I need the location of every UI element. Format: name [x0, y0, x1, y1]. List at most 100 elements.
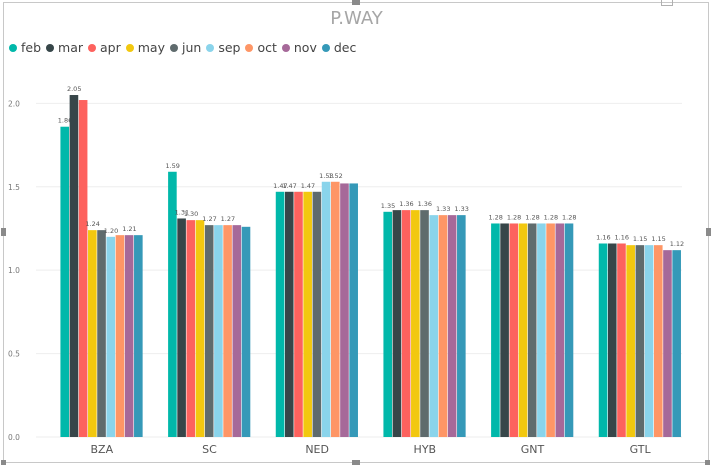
data-label-GTL-apr: 1.16: [615, 233, 629, 241]
bar-HYB-jun[interactable]: [420, 210, 429, 437]
data-label-SC-mar: 1.31: [175, 208, 189, 216]
data-label-GTL-feb: 1.16: [596, 233, 610, 241]
bar-GTL-dec[interactable]: [672, 250, 681, 437]
legend-item-oct[interactable]: oct: [245, 40, 277, 55]
bar-GTL-oct[interactable]: [653, 245, 663, 437]
resize-handle-left[interactable]: [1, 228, 6, 236]
bar-GTL-sep[interactable]: [644, 245, 654, 437]
legend-item-feb[interactable]: feb: [9, 40, 41, 55]
x-tick-label-HYB: HYB: [414, 443, 437, 456]
bar-HYB-apr[interactable]: [401, 210, 411, 437]
bar-GNT-apr[interactable]: [509, 223, 519, 437]
legend-item-nov[interactable]: nov: [281, 40, 317, 55]
resize-handle-bottom-right[interactable]: [705, 460, 710, 465]
bar-GNT-dec[interactable]: [564, 223, 574, 437]
bar-HYB-sep[interactable]: [429, 215, 439, 437]
bar-GNT-sep[interactable]: [537, 223, 546, 437]
bar-GNT-oct[interactable]: [546, 223, 555, 437]
bar-GNT-jun[interactable]: [527, 223, 537, 437]
data-label-GTL-jun: 1.15: [633, 235, 647, 243]
data-label-GNT-dec: 1.28: [562, 213, 576, 221]
data-label-BZA-feb: 1.86: [58, 117, 72, 125]
bar-BZA-dec[interactable]: [134, 235, 143, 437]
bar-HYB-dec[interactable]: [457, 215, 466, 437]
bar-BZA-sep[interactable]: [106, 236, 116, 437]
bar-GTL-feb[interactable]: [598, 243, 608, 437]
bar-BZA-feb[interactable]: [60, 126, 70, 437]
bar-GNT-nov[interactable]: [555, 223, 565, 437]
bar-BZA-nov[interactable]: [124, 235, 134, 437]
bar-SC-sep[interactable]: [214, 225, 223, 437]
chart-title: P.WAY: [330, 8, 383, 29]
data-label-BZA-may: 1.24: [85, 220, 99, 228]
legend-label-mar: mar: [58, 40, 84, 55]
data-label-NED-feb: 1.47: [273, 182, 287, 190]
data-label-SC-apr: 1.30: [184, 210, 198, 218]
bar-SC-may[interactable]: [195, 220, 205, 437]
bar-HYB-may[interactable]: [411, 210, 420, 437]
bar-GNT-feb[interactable]: [491, 223, 500, 437]
x-tick-label-NED: NED: [305, 443, 329, 456]
legend-marker-feb: [9, 43, 17, 52]
resize-handle-bottom[interactable]: [352, 460, 360, 465]
bar-NED-sep[interactable]: [321, 181, 331, 437]
bar-SC-apr[interactable]: [186, 220, 196, 437]
legend-label-oct: oct: [257, 40, 277, 55]
bar-SC-mar[interactable]: [177, 218, 186, 437]
bar-GTL-jun[interactable]: [635, 245, 645, 437]
data-label-BZA-nov: 1.21: [122, 225, 136, 233]
bar-NED-mar[interactable]: [284, 191, 294, 437]
legend-item-may[interactable]: may: [125, 40, 165, 55]
bar-SC-nov[interactable]: [232, 225, 242, 437]
bar-GTL-mar[interactable]: [607, 243, 617, 437]
y-tick-label-0: 0.0: [8, 433, 20, 442]
x-tick-label-GTL: GTL: [630, 443, 652, 456]
data-label-SC-jun: 1.27: [202, 215, 216, 223]
bar-NED-oct[interactable]: [330, 181, 340, 437]
bar-SC-oct[interactable]: [223, 225, 232, 437]
x-tick-label-GNT: GNT: [521, 443, 545, 456]
focus-mode-icon[interactable]: [661, 0, 673, 6]
bar-NED-feb[interactable]: [275, 191, 285, 437]
legend-item-dec[interactable]: dec: [321, 40, 356, 55]
bar-HYB-mar[interactable]: [392, 210, 402, 437]
legend-item-mar[interactable]: mar: [46, 40, 83, 55]
legend-item-sep[interactable]: sep: [206, 40, 240, 55]
resize-handle-bottom-left[interactable]: [1, 460, 6, 465]
legend-item-apr[interactable]: apr: [88, 40, 121, 55]
data-label-SC-feb: 1.59: [165, 162, 179, 170]
bar-SC-jun[interactable]: [204, 225, 214, 437]
bar-SC-dec[interactable]: [241, 226, 251, 437]
bar-HYB-nov[interactable]: [447, 215, 457, 437]
bar-BZA-jun[interactable]: [97, 230, 106, 437]
bar-GTL-nov[interactable]: [663, 250, 672, 437]
legend-marker-jun: [169, 43, 178, 52]
bar-BZA-oct[interactable]: [115, 235, 125, 437]
legend-marker-sep: [206, 43, 215, 52]
data-label-GNT-feb: 1.28: [488, 213, 502, 221]
y-tick-label-3: 1.5: [8, 183, 20, 192]
resize-handle-top[interactable]: [352, 0, 360, 5]
resize-handle-right[interactable]: [706, 228, 711, 236]
bar-NED-nov[interactable]: [340, 183, 349, 437]
bar-NED-dec[interactable]: [349, 183, 358, 437]
bar-NED-apr[interactable]: [294, 191, 303, 437]
legend-marker-may: [125, 43, 134, 52]
bar-GTL-may[interactable]: [626, 245, 635, 437]
bar-HYB-oct[interactable]: [438, 215, 448, 437]
data-label-SC-oct: 1.27: [221, 215, 235, 223]
bar-GNT-mar[interactable]: [500, 223, 509, 437]
bar-GTL-apr[interactable]: [617, 243, 626, 437]
bar-HYB-feb[interactable]: [383, 211, 393, 437]
legend-item-jun[interactable]: jun: [169, 40, 201, 55]
data-label-BZA-mar: 2.05: [67, 85, 81, 93]
bar-NED-jun[interactable]: [312, 191, 322, 437]
bar-SC-feb[interactable]: [168, 171, 177, 437]
bar-BZA-may[interactable]: [88, 230, 97, 437]
bar-NED-may[interactable]: [303, 191, 312, 437]
bar-BZA-apr[interactable]: [78, 100, 88, 437]
bar-BZA-mar[interactable]: [69, 95, 79, 438]
data-label-GNT-oct: 1.28: [544, 213, 558, 221]
bar-GNT-may[interactable]: [518, 223, 528, 437]
